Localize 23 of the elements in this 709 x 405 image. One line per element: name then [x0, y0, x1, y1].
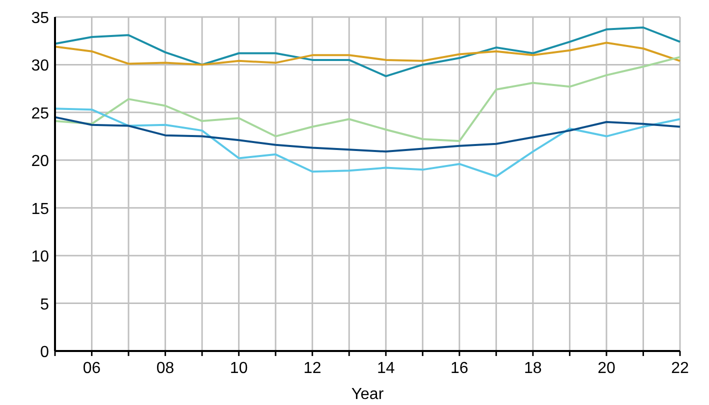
y-tick-label: 5 [40, 296, 50, 314]
x-tick-label: 08 [156, 360, 174, 377]
x-tick-label: 10 [230, 360, 248, 377]
x-axis-title: Year [351, 386, 384, 403]
x-tick-label: 14 [376, 360, 395, 377]
x-tick-label: 22 [671, 360, 689, 377]
line-series [54, 42, 681, 66]
line-series [54, 108, 681, 178]
x-tick-label: 20 [598, 360, 616, 377]
x-tick-label: 16 [450, 360, 468, 377]
line-series [54, 116, 681, 153]
y-tick-label: 15 [31, 200, 50, 218]
line-series [54, 26, 681, 78]
y-tick-label: 30 [31, 58, 50, 75]
y-tick-label: 0 [40, 344, 50, 361]
x-tick-label: 06 [82, 360, 101, 377]
x-tick-label: 12 [303, 360, 322, 377]
y-tick-label: 10 [31, 248, 50, 266]
y-tick-label: 25 [31, 105, 50, 122]
y-tick-label: 20 [31, 153, 50, 170]
x-tick-label: 18 [524, 360, 542, 377]
line-series [54, 56, 681, 142]
y-tick-label: 35 [31, 10, 50, 27]
